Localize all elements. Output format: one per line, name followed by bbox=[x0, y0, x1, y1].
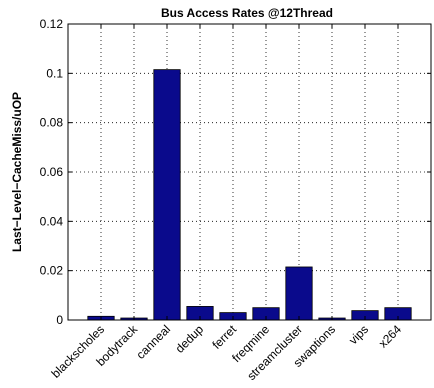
x-tick-label-vips: vips bbox=[346, 322, 371, 347]
y-tick-label: 0.08 bbox=[40, 116, 64, 130]
ticks bbox=[68, 23, 431, 321]
bar-streamcluster bbox=[285, 266, 313, 321]
bars bbox=[87, 69, 412, 321]
x-tick-label-ferret: ferret bbox=[209, 322, 239, 352]
x-tick-label-dedup: dedup bbox=[173, 322, 207, 356]
y-tick-label: 0.12 bbox=[40, 17, 64, 31]
y-tick-label: 0.1 bbox=[46, 66, 63, 80]
x-tick-label-blackscholes: blackscholes bbox=[49, 322, 107, 380]
y-tick-label: 0.06 bbox=[40, 165, 64, 179]
y-tick-label: 0 bbox=[56, 313, 63, 327]
chart-title: Bus Access Rates @12Thread bbox=[161, 6, 333, 20]
grid-lines bbox=[68, 24, 431, 320]
y-tick-label: 0.04 bbox=[40, 214, 64, 228]
y-tick-labels: 0 0.02 0.04 0.06 0.08 0.1 0.12 bbox=[40, 17, 64, 327]
y-axis-label: Last−Level−CacheMiss/uOP bbox=[10, 92, 24, 252]
x-tick-label-x264: x264 bbox=[376, 322, 405, 351]
bar-canneal bbox=[153, 69, 181, 321]
x-tick-label-canneal: canneal bbox=[133, 322, 173, 362]
y-tick-label: 0.02 bbox=[40, 264, 64, 278]
